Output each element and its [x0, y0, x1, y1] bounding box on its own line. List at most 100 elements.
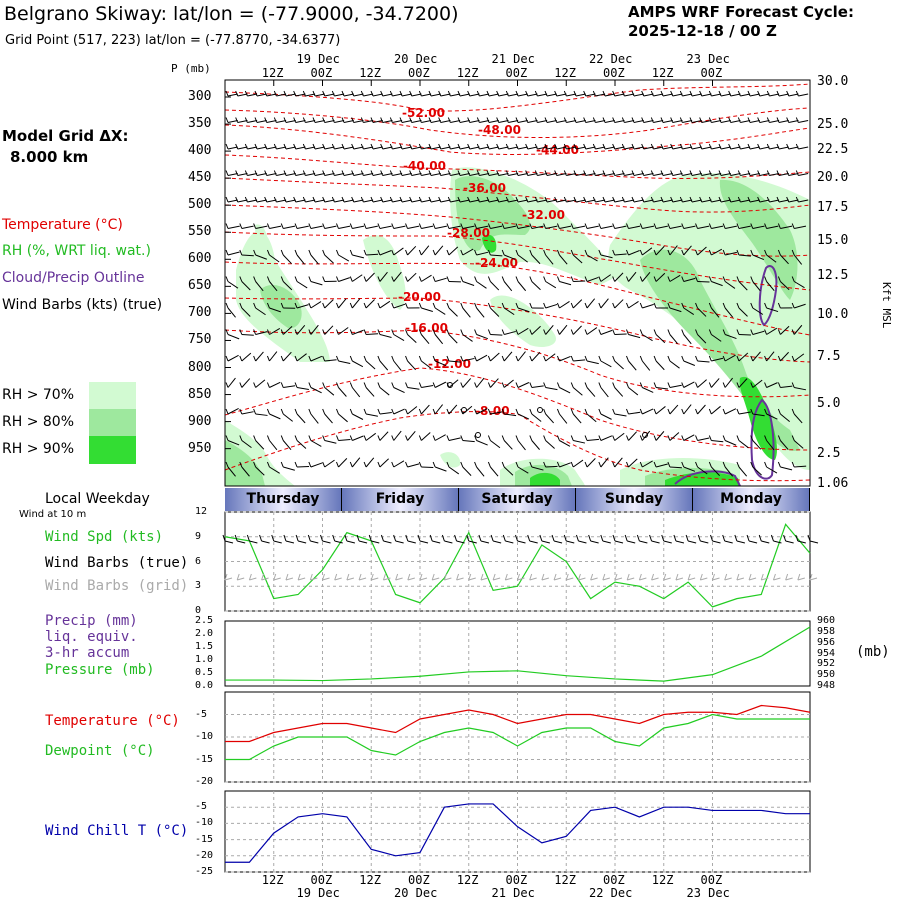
wind-barb-shaft	[769, 120, 780, 123]
wind-barb-shaft	[476, 251, 489, 256]
top-hour-label: 00Z	[310, 66, 333, 80]
wind-barb-shaft	[411, 173, 422, 176]
wind-barb-shaft	[343, 93, 354, 97]
wind-barb-shaft	[393, 247, 404, 256]
wind-barb-shaft	[227, 354, 239, 362]
wind-barb-flag	[612, 223, 616, 229]
y-tick-label: -25	[195, 866, 214, 877]
wind-barb-shaft	[411, 199, 422, 203]
wind-barb-flag	[556, 408, 560, 415]
surface-wind-barb	[724, 540, 733, 544]
grid-wind-barb	[712, 573, 715, 581]
wind-barb-shaft	[324, 299, 334, 309]
wind-barb-shaft	[766, 413, 778, 420]
y-tick-label: 0	[195, 605, 202, 616]
wind-barb-flag	[351, 117, 355, 123]
wind-barb-flag	[336, 276, 339, 282]
wind-barb-flag	[660, 170, 664, 176]
wind-barb-shaft	[462, 307, 471, 318]
surface-wind-barb-flag	[502, 534, 506, 542]
wind-barb-flag	[602, 196, 606, 203]
wind-barb-shaft	[247, 93, 258, 97]
wind-barb-shaft	[780, 466, 793, 471]
wind-barb-shaft	[459, 93, 470, 97]
surface-wind-barb	[444, 540, 453, 544]
wind-barb-shaft	[476, 225, 489, 229]
wind-barb-shaft	[310, 281, 323, 286]
wind-barb-shaft	[241, 411, 254, 415]
wind-barb-shaft	[353, 146, 364, 150]
wind-barb-shaft	[401, 120, 412, 123]
wind-barb-flag	[308, 329, 312, 335]
wind-barb-shaft	[285, 120, 296, 123]
top-hour-label: 12Z	[651, 66, 674, 80]
wind-barb-flag	[432, 223, 436, 229]
wind-barb-flag	[750, 355, 754, 362]
grid-wind-barb-flag	[237, 577, 245, 581]
wind-barb-flag	[239, 435, 243, 441]
wind-barb-flag	[501, 461, 505, 468]
surface-wind-barb	[590, 540, 599, 544]
wind-barb-flag	[670, 117, 674, 123]
wind-barb-flag	[474, 302, 478, 309]
wind-barb-shaft	[595, 146, 606, 150]
wind-barb-flag	[612, 196, 616, 203]
wind-barb-flag	[432, 435, 436, 441]
wind-barb-shaft	[479, 173, 490, 176]
wind-barb-flag	[370, 90, 374, 97]
wind-barb-flag	[399, 196, 403, 203]
wind-barb-shaft	[752, 254, 765, 261]
wind-barb-shaft	[633, 146, 644, 150]
rh70-area-small	[440, 452, 461, 468]
wind-barb-shaft	[247, 146, 258, 150]
wind-barb-flag	[722, 302, 726, 309]
wind-barb-shaft	[324, 413, 333, 424]
y-tick-label: 12	[195, 506, 208, 517]
pressure-tick-label: 750	[188, 332, 212, 348]
wind-barb-flag	[592, 196, 596, 203]
wind-barb-shaft	[724, 354, 736, 362]
wind-barb-shaft	[421, 199, 432, 203]
legend-temperature: Temperature (°C)	[2, 217, 123, 233]
wind-barb-flag	[487, 461, 491, 468]
surface-wind-barb-flag	[429, 534, 433, 542]
wind-barb-shaft	[488, 199, 499, 203]
wind-barb-flag	[389, 170, 393, 176]
wind-barb-flag	[667, 355, 671, 362]
wind-barb-flag	[351, 196, 355, 203]
wind-barb-shaft	[352, 360, 364, 368]
wind-barb-flag	[501, 355, 505, 362]
wind-barb-flag	[631, 196, 635, 203]
wind-barb-shaft	[440, 199, 451, 203]
wind-barb-flag	[235, 170, 239, 176]
wind-barb-flag	[602, 117, 606, 123]
grid-wind-barb-flag	[639, 577, 647, 581]
wind-barb-flag	[322, 461, 326, 468]
wind-barb-flag	[336, 249, 339, 256]
wind-barb-flag	[791, 249, 795, 256]
surface-wind-barb	[553, 540, 563, 544]
surface-wind-barb-flag	[588, 534, 592, 542]
wind-barb-flag	[389, 143, 393, 150]
wind-barb-shaft	[353, 93, 364, 97]
wind-barb-flag	[283, 117, 287, 123]
wind-barb-shaft	[546, 120, 557, 123]
wind-barb-shaft	[738, 411, 751, 415]
wind-barb-flag	[626, 382, 629, 388]
wind-barb-shaft	[697, 307, 707, 317]
wind-barb-shaft	[227, 251, 240, 256]
wind-barb-flag	[302, 90, 306, 97]
wind-barb-shaft	[448, 437, 461, 441]
wind-barb-shaft	[642, 387, 654, 393]
series-line	[225, 713, 810, 761]
y-right-tick-label: 960	[817, 615, 836, 626]
wind-barb-flag	[584, 435, 588, 441]
wind-barb-shaft	[393, 360, 402, 371]
wind-barb-flag	[722, 382, 726, 388]
grid-wind-barb	[407, 573, 411, 581]
wind-barb-flag	[447, 196, 451, 203]
wind-barb-shaft	[310, 440, 322, 447]
surface-wind-barb	[688, 540, 697, 544]
grid-wind-barb	[358, 573, 362, 581]
wind-barb-flag	[563, 117, 567, 123]
